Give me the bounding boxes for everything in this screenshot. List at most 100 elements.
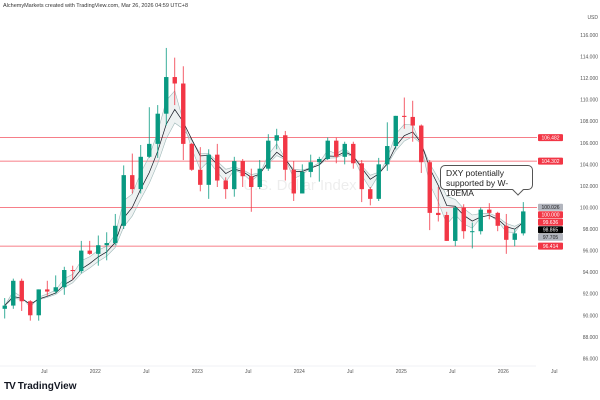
- candle-body: [283, 135, 288, 170]
- candle-body: [325, 140, 330, 159]
- candle-body: [453, 207, 458, 241]
- time-tick-label: Jul: [551, 369, 557, 375]
- candle-body: [240, 161, 245, 177]
- price-axis[interactable]: USD 86.000 88.000 90.000 92.000 94.000 96.000…: [580, 15, 598, 362]
- candle-body: [504, 225, 509, 240]
- price-badge-value: 97.705: [543, 235, 559, 241]
- candle-body: [334, 140, 339, 157]
- candle-body: [155, 113, 160, 144]
- candle: [487, 203, 492, 220]
- candle: [232, 156, 237, 197]
- candle: [325, 137, 330, 161]
- chart-caption: AlchemyMarkets created with TradingView.…: [3, 3, 188, 9]
- time-tick-label: 2026: [498, 369, 509, 375]
- candle-body: [121, 175, 126, 226]
- candle-body: [359, 163, 364, 190]
- candle: [164, 47, 169, 126]
- price-badge-value: 100.026: [541, 205, 559, 211]
- price-tick-label: 114.000: [580, 55, 598, 61]
- price-badge-value: 100.000: [541, 212, 559, 218]
- candle: [300, 164, 305, 194]
- candle: [266, 134, 271, 171]
- candle: [223, 177, 228, 199]
- candle: [206, 149, 211, 199]
- candle: [155, 105, 160, 158]
- candle-body: [351, 143, 356, 164]
- price-badge-bg: [538, 233, 563, 241]
- candle-body: [223, 180, 228, 190]
- logo-text: TradingView: [17, 381, 77, 392]
- w10-ema-line: [4, 108, 524, 306]
- candle: [181, 66, 186, 161]
- candle-body: [512, 233, 517, 240]
- candle-body: [317, 158, 322, 163]
- candle: [257, 160, 262, 190]
- candle-body: [444, 215, 449, 241]
- candle-body: [130, 175, 135, 190]
- candle: [11, 278, 16, 309]
- tradingview-logo-icon: TV: [4, 381, 16, 392]
- candle-body: [385, 146, 390, 165]
- price-badge-value: 98.865: [543, 227, 559, 233]
- candle: [393, 115, 398, 150]
- price-tick-label: 86.000: [583, 356, 599, 362]
- price-tick-label: 92.000: [583, 292, 599, 298]
- ema-band-fill: [4, 90, 524, 308]
- candle: [79, 240, 84, 274]
- candle: [121, 165, 126, 230]
- candle-body: [164, 77, 169, 114]
- candle: [215, 143, 220, 187]
- price-tick-label: 102.000: [580, 184, 598, 190]
- candle-body: [376, 164, 381, 199]
- price-tick-label: 100.000: [580, 205, 598, 211]
- price-chart[interactable]: U.S. Dollar Index USD 86.00088.00090.000…: [0, 0, 600, 380]
- candle: [96, 235, 101, 266]
- price-badge: 106.482: [538, 134, 563, 141]
- time-tick-label: Jul: [143, 369, 149, 375]
- candle-body: [45, 289, 50, 292]
- candle: [376, 157, 381, 202]
- candle: [87, 240, 92, 255]
- candle-body: [2, 305, 7, 309]
- candle-body: [172, 77, 177, 84]
- tradingview-logo[interactable]: TV TradingView: [4, 381, 77, 392]
- currency-label: USD: [587, 15, 598, 21]
- candle-body: [206, 154, 211, 185]
- candle-body: [11, 280, 16, 306]
- price-badge-bg: [538, 218, 563, 226]
- price-badge-value: 106.482: [541, 135, 559, 141]
- candle: [419, 124, 424, 173]
- candle-body: [70, 270, 75, 272]
- price-badge-bg: [538, 157, 563, 165]
- price-badge-value: 99.636: [543, 220, 559, 226]
- price-badge: 99.636: [538, 218, 563, 226]
- price-badge-value: 104.302: [541, 159, 559, 165]
- candle: [334, 137, 339, 164]
- candle-body: [96, 245, 101, 254]
- candle-body: [79, 250, 84, 272]
- price-badge-bg: [538, 242, 563, 250]
- price-tick-label: 110.000: [580, 98, 598, 104]
- candle-body: [62, 270, 67, 288]
- candle-body: [342, 143, 347, 157]
- candle-body: [291, 169, 296, 194]
- candle-body: [232, 161, 237, 190]
- candle: [402, 97, 407, 129]
- candle-body: [257, 168, 262, 187]
- candle: [461, 204, 466, 239]
- candle-body: [393, 115, 398, 147]
- price-tick-label: 104.000: [580, 162, 598, 168]
- time-axis[interactable]: Jul 2022 Jul 2023 Jul 2024 Jul 2025 Jul 2026 Jul: [41, 369, 557, 375]
- price-tick-label: 94.000: [583, 270, 599, 276]
- candle: [70, 265, 75, 280]
- price-badge-value: 96.414: [543, 244, 559, 250]
- time-tick-label: Jul: [245, 369, 251, 375]
- price-tick-label: 96.000: [583, 249, 599, 255]
- candle-body: [308, 162, 313, 172]
- price-tick-label: 116.000: [580, 33, 598, 39]
- candle: [342, 141, 347, 165]
- candle: [189, 142, 194, 171]
- candle: [130, 153, 135, 194]
- price-badge: 100.000: [538, 211, 563, 218]
